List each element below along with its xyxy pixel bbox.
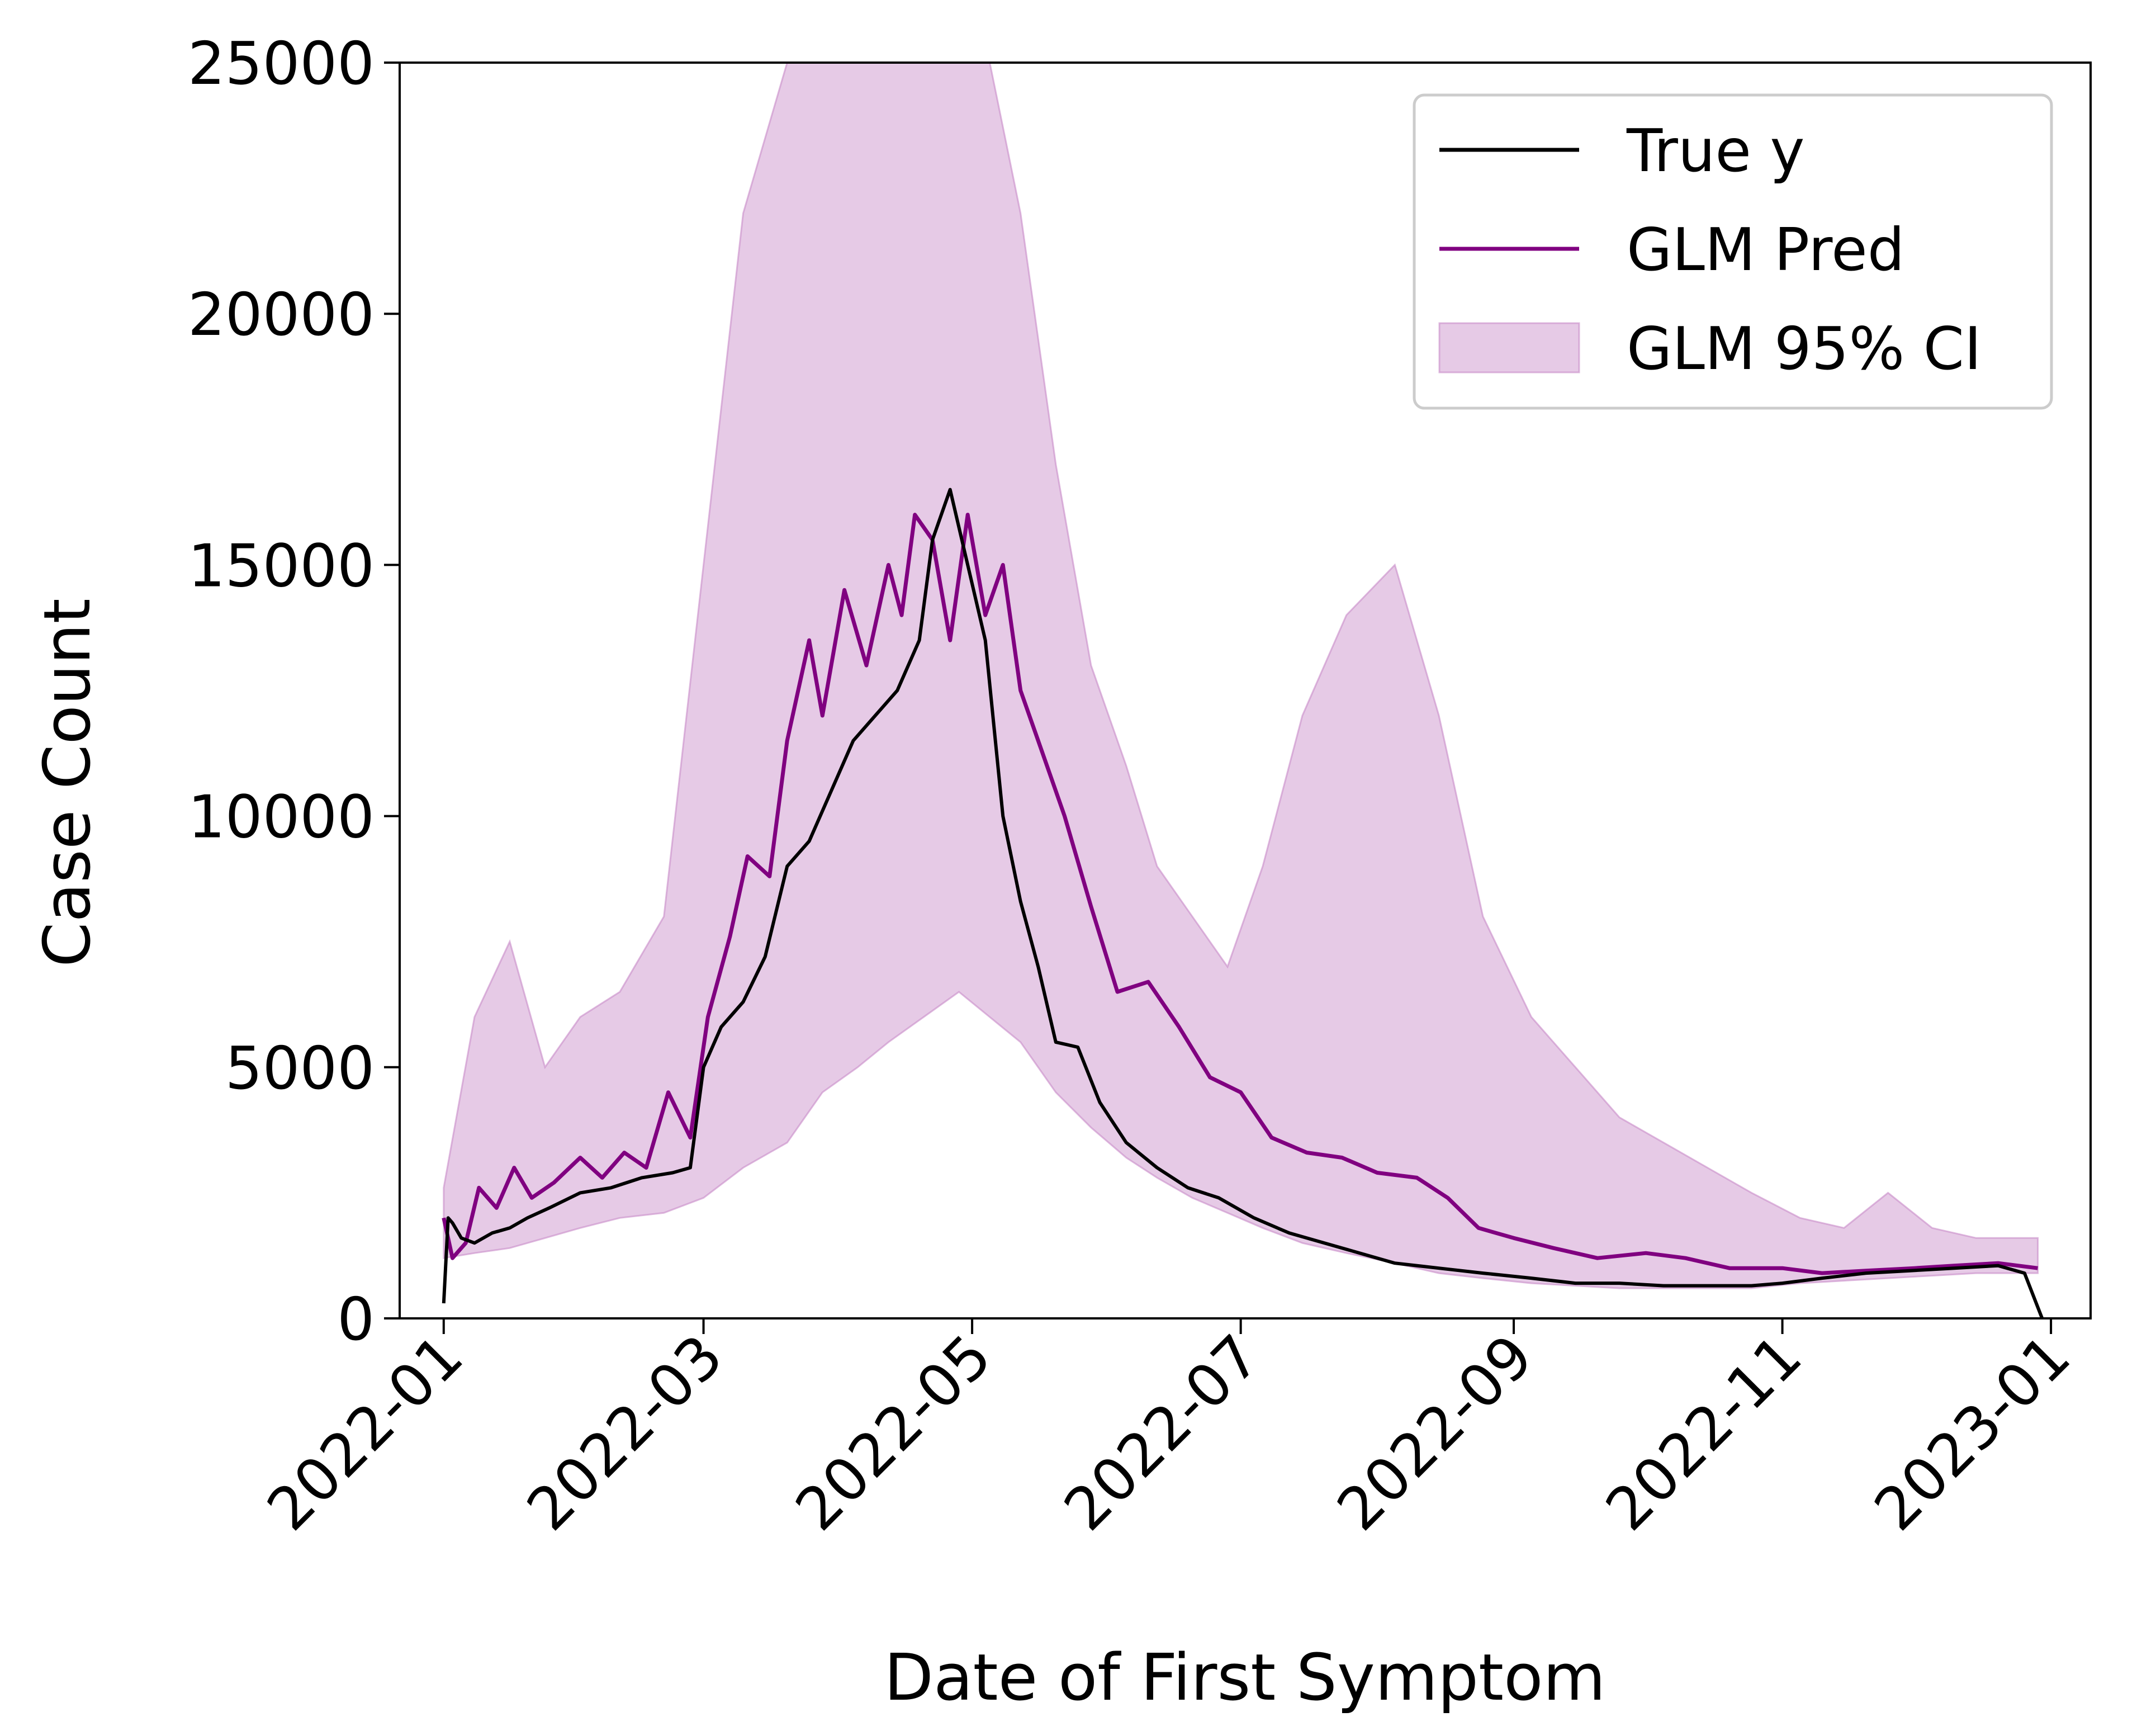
legend-true-y-label: True y xyxy=(1626,117,1805,185)
x-axis-title: Date of First Symptom xyxy=(884,1640,1606,1715)
legend-glm-ci-label: GLM 95% CI xyxy=(1627,315,1982,383)
y-axis-title: Case Count xyxy=(30,598,105,967)
y-tick-label: 20000 xyxy=(188,281,375,349)
y-tick-label: 25000 xyxy=(188,30,375,98)
x-tick-label: 2022-07 xyxy=(1051,1322,1273,1543)
x-tick-label: 2022-03 xyxy=(514,1322,736,1543)
legend-glm-pred-label: GLM Pred xyxy=(1627,216,1904,284)
legend: True y GLM Pred GLM 95% CI xyxy=(1413,93,2053,410)
plot-frame xyxy=(399,62,2092,1319)
y-tick-label: 10000 xyxy=(188,783,375,852)
x-tick-label: 2022-01 xyxy=(254,1322,476,1543)
x-tick-label: 2022-11 xyxy=(1593,1322,1814,1543)
x-tick-label: 2022-05 xyxy=(783,1322,1004,1543)
y-tick-label: 5000 xyxy=(225,1034,375,1103)
legend-box xyxy=(1413,93,2053,410)
glm-pred-line xyxy=(442,513,2038,1275)
y-tick-label: 15000 xyxy=(188,532,375,600)
y-tick-label: 0 xyxy=(337,1285,375,1354)
true-y-line xyxy=(442,488,2044,1319)
legend-glm-ci-swatch xyxy=(1438,322,1580,373)
x-tick-label: 2022-09 xyxy=(1324,1322,1546,1543)
x-tick-label: 2023-01 xyxy=(1861,1322,2083,1543)
